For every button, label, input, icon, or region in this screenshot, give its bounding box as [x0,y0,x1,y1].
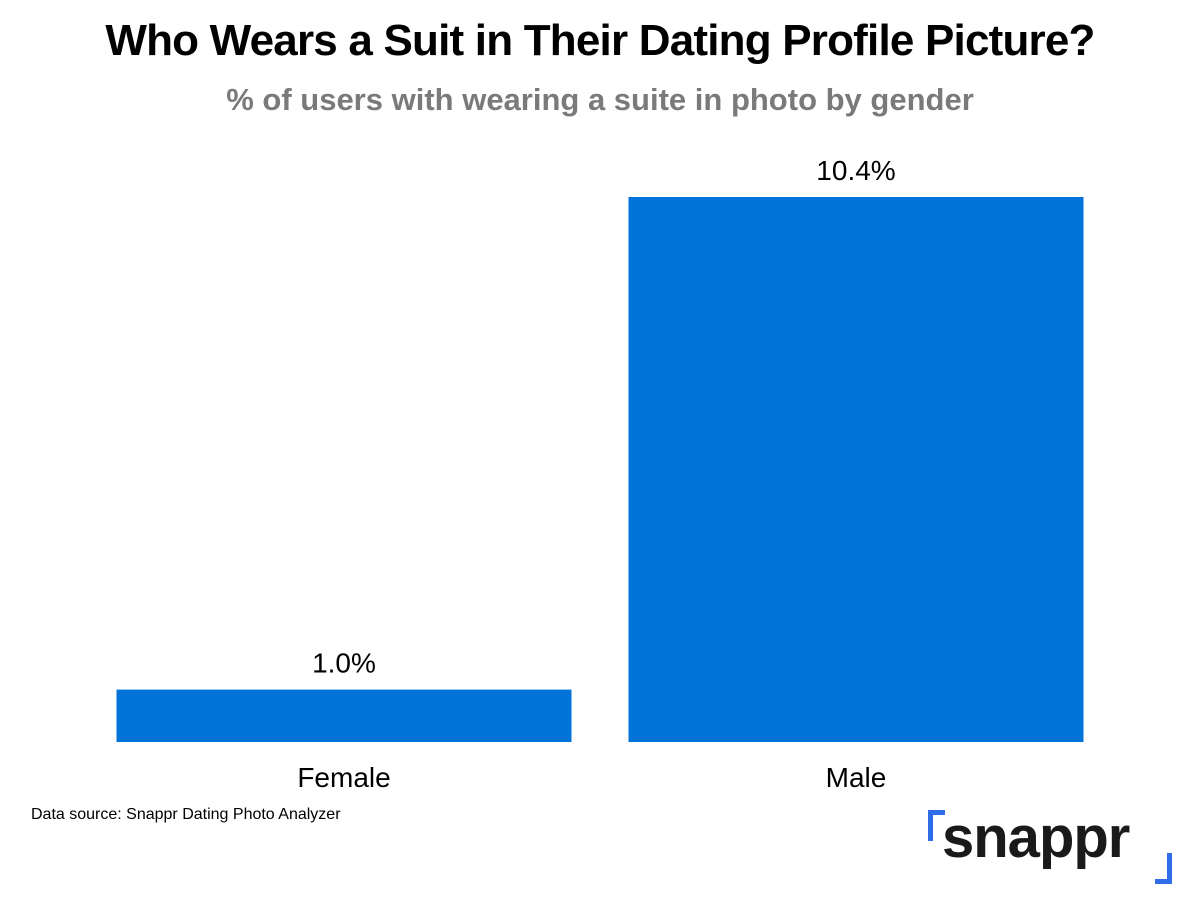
snappr-logo: snappr [928,805,1172,886]
category-label-female: Female [297,762,390,793]
bars-layer [116,197,1084,742]
chart-title: Who Wears a Suit in Their Dating Profile… [105,16,1095,65]
chart-subtitle: % of users with wearing a suite in photo… [226,82,974,117]
logo-text: snappr [942,805,1130,870]
bar-chart: 1.0% Female 10.4% Male [116,155,1084,793]
bar-male [628,197,1084,742]
value-label-male: 10.4% [816,155,895,186]
bar-female [116,689,572,742]
category-label-male: Male [826,762,887,793]
logo-bracket-top-left [928,810,945,841]
data-source-note: Data source: Snappr Dating Photo Analyze… [31,806,341,823]
value-label-female: 1.0% [312,648,376,679]
labels-layer: 1.0% Female 10.4% Male [297,155,895,793]
logo-bracket-bottom-right [1155,853,1172,884]
